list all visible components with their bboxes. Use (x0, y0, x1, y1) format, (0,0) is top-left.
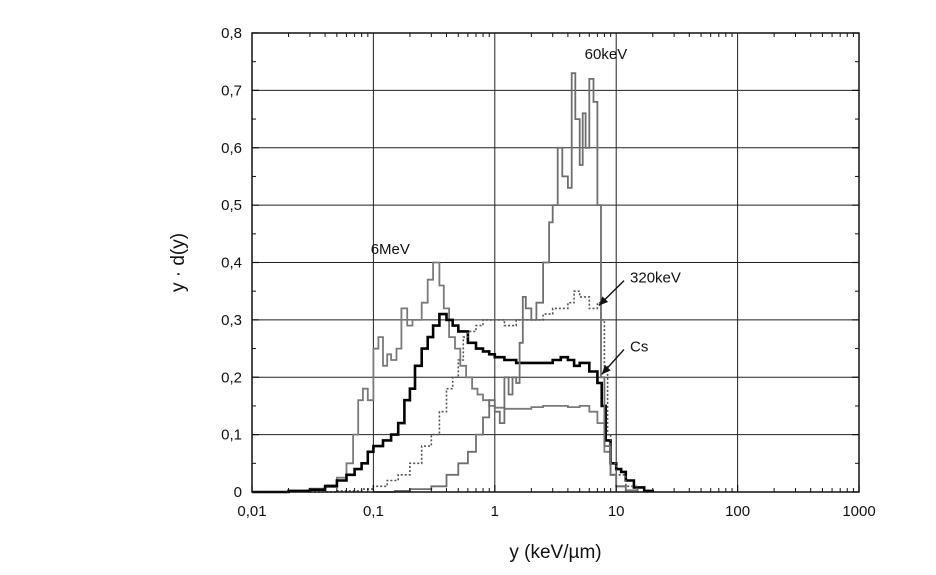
x-tick-label: 0,1 (363, 503, 384, 520)
y-tick-label: 0,7 (221, 82, 242, 99)
series-60kev-line (373, 72, 627, 493)
x-tick-label: 1 (491, 503, 499, 520)
x-tick-label: 0,01 (237, 503, 266, 520)
annotation-60kev: 60keV (585, 46, 628, 63)
annotations: 60keV 6MeV 320keV Cs (371, 46, 681, 375)
y-tick-label: 0,1 (221, 427, 242, 444)
series-6mev-line (252, 261, 639, 493)
annotation-arrow-head (598, 296, 609, 306)
y-tick-label: 0,8 (221, 25, 242, 42)
x-tick-label: 1000 (842, 503, 875, 520)
annotation-320kev: 320keV (630, 270, 681, 287)
y-tick-label: 0,5 (221, 197, 242, 214)
x-axis-title: y (keV/µm) (509, 542, 601, 563)
x-tick-label: 100 (725, 503, 750, 520)
y-tick-label: 0,3 (221, 312, 242, 329)
axis-ticks: 0,01 0,1 1 10 100 1000 0 0,1 0,2 0,3 0,4 0,5 0,6 0,7 0… (221, 25, 876, 520)
x-tick-label: 10 (608, 503, 625, 520)
annotation-cs: Cs (630, 338, 648, 355)
annotation-6mev: 6MeV (371, 241, 410, 258)
series-320kev-line (309, 290, 639, 493)
series-group (252, 72, 654, 494)
y-tick-label: 0,6 (221, 140, 242, 157)
y-axis-title: y · d(y) (168, 233, 189, 292)
annotation-arrow-head (601, 365, 611, 375)
y-tick-label: 0 (234, 484, 242, 501)
y-tick-label: 0,4 (221, 255, 242, 272)
y-tick-label: 0,2 (221, 369, 242, 386)
